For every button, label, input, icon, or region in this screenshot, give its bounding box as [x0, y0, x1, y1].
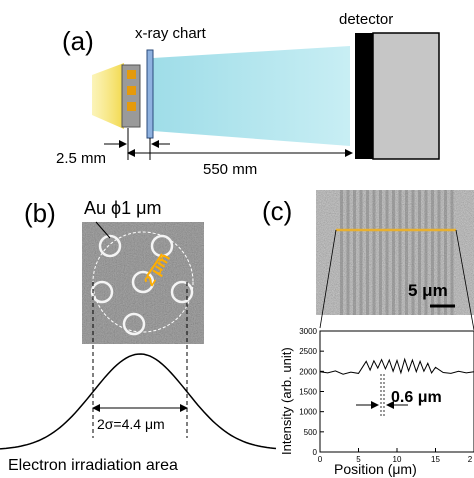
fringe-band	[418, 190, 421, 315]
scale-line	[146, 253, 163, 277]
connector-line	[319, 229, 337, 329]
xray-beam	[153, 46, 350, 146]
source-distance: 2.5 mm	[56, 150, 106, 167]
connector-line	[455, 229, 474, 331]
gaussian-profile	[0, 353, 277, 450]
sigma-label: 2σ=4.4 μm	[97, 416, 165, 432]
fringe-band	[359, 190, 363, 315]
fringe-band	[424, 190, 428, 315]
x-tick-label: 5	[356, 455, 361, 464]
y-tick-label: 500	[304, 428, 318, 437]
panel-b: (b) Au ϕ1 μm 2 μm 2σ=4.4 μm Electron irr…	[0, 198, 277, 474]
y-tick-label: 2500	[299, 347, 317, 356]
fringe-band	[366, 190, 369, 315]
x-tick-label: 0	[318, 455, 323, 464]
detector-face	[355, 33, 373, 159]
xray-fringes	[340, 190, 454, 315]
panel-a: (a) x-ray chart detector 2.5 mm 550 mm	[56, 11, 440, 178]
fringe-band	[444, 190, 447, 315]
panel-b-label: (b)	[24, 198, 56, 228]
fringe-band	[340, 190, 343, 315]
y-axis-label: Intensity (arb. unit)	[279, 347, 294, 455]
fringe-band	[379, 190, 382, 315]
fringe-band	[450, 190, 454, 315]
detector-body	[372, 32, 440, 160]
detector-distance: 550 mm	[203, 161, 257, 178]
panel-a-label: (a)	[62, 26, 94, 56]
target-pad	[127, 102, 136, 111]
xray-chart-plate	[146, 49, 154, 139]
y-tick-label: 1500	[299, 388, 317, 397]
x-tick-label: 2	[468, 455, 473, 464]
fringe-band	[392, 190, 395, 315]
target-pad	[127, 86, 136, 95]
panel-c: (c) 5 μm 0 500 1000 1500 2000 2500 3000 0 5 10 15…	[262, 190, 474, 477]
y-tick-label: 3000	[299, 327, 317, 336]
x-tick-label: 15	[431, 455, 440, 464]
panel-c-label: (c)	[262, 196, 292, 226]
fwhm-label: 0.6 μm	[391, 389, 442, 406]
x-axis: 0 5 10 15 2	[318, 448, 474, 464]
fringe-band	[353, 190, 356, 315]
xray-image-noise	[316, 190, 474, 315]
xray-chart-label: x-ray chart	[135, 25, 207, 42]
y-tick-label: 1000	[299, 408, 317, 417]
electron-source-beam	[92, 63, 124, 129]
x-tick-label: 10	[393, 455, 402, 464]
y-axis: 0 500 1000 1500 2000 2500 3000	[299, 327, 324, 457]
au-particle-label: Au ϕ1 μm	[84, 198, 161, 218]
target-holder	[121, 64, 141, 128]
y-tick-label: 0	[313, 448, 318, 457]
y-tick-label: 2000	[299, 367, 317, 376]
x-axis-label: Position (μm)	[334, 461, 417, 477]
fringe-band	[437, 190, 441, 315]
target-pad	[127, 70, 136, 79]
fringe-band	[411, 190, 415, 315]
fringe-band	[372, 190, 376, 315]
pointer-line	[95, 221, 111, 239]
fringe-band	[398, 190, 402, 315]
fringe-band	[346, 190, 350, 315]
fringe-band	[431, 190, 434, 315]
fringe-band	[385, 190, 389, 315]
detector-label: detector	[339, 11, 393, 28]
au-particles	[90, 234, 194, 336]
xray-scale-label: 5 μm	[408, 281, 448, 300]
intensity-profile-line	[319, 357, 474, 375]
fringe-band	[405, 190, 408, 315]
electron-irradiation-caption: Electron irradiation area	[8, 457, 178, 474]
plot-area	[319, 330, 474, 453]
